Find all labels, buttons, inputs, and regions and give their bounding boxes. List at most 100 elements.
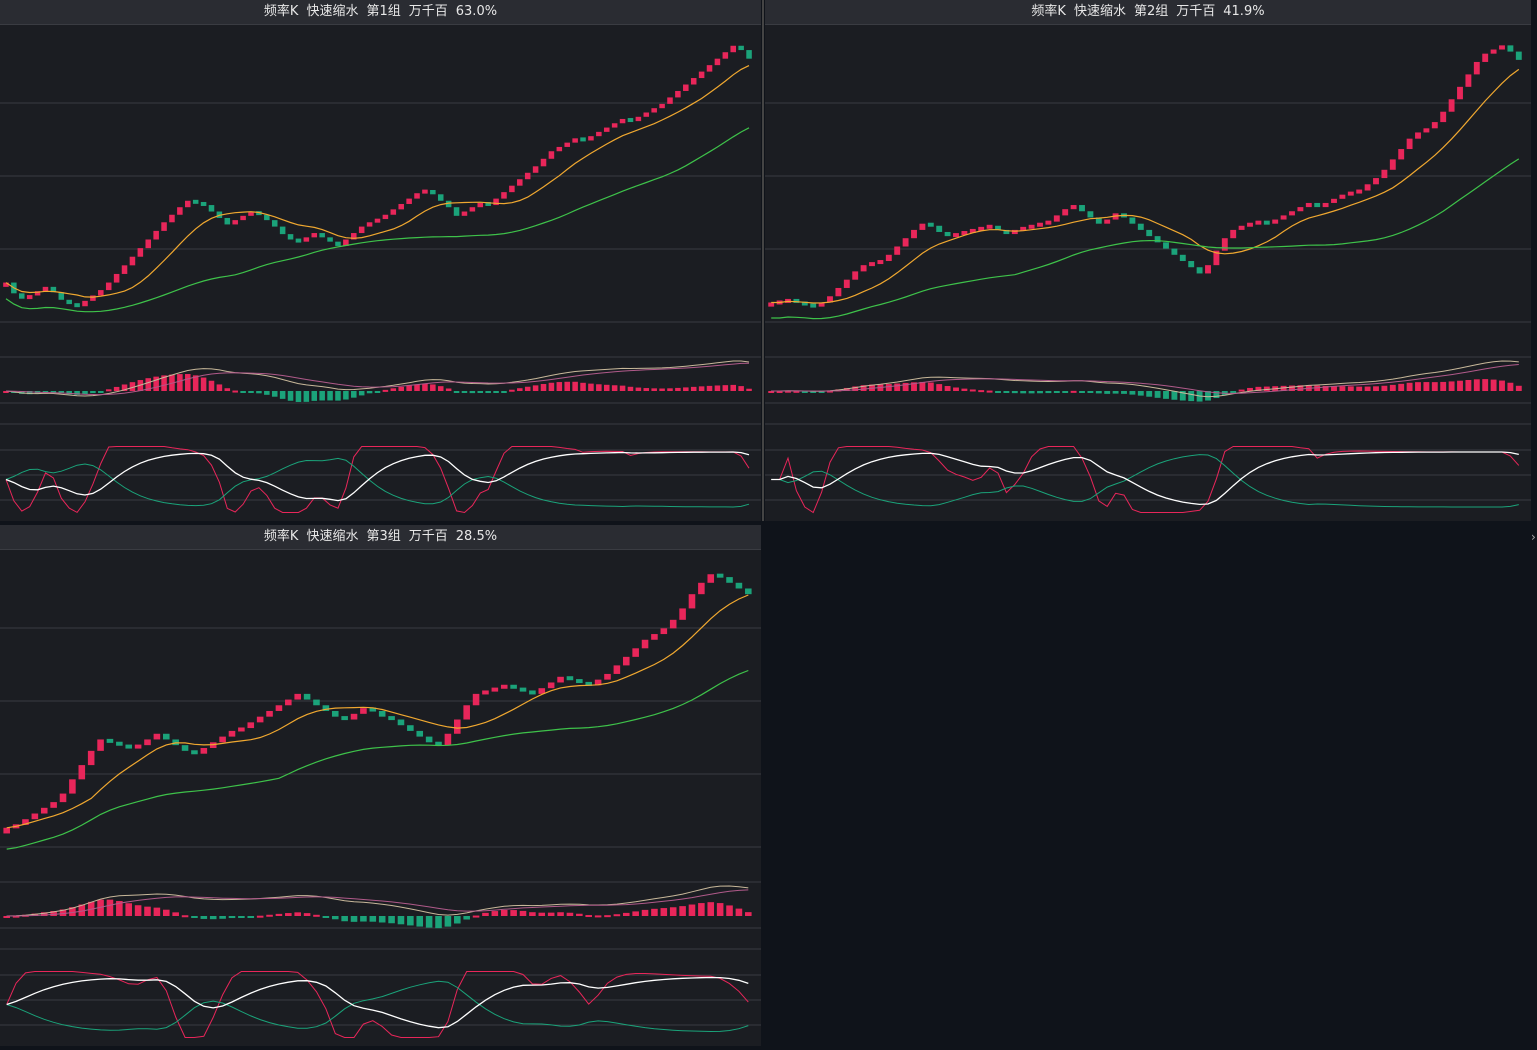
macd-bar bbox=[801, 391, 808, 393]
candle bbox=[632, 648, 639, 657]
macd-bar bbox=[129, 382, 136, 391]
candle bbox=[341, 716, 348, 721]
macd-bar bbox=[627, 386, 634, 391]
edge-resize-icon[interactable]: › bbox=[1531, 530, 1536, 544]
macd-bar bbox=[594, 915, 602, 918]
macd-bar bbox=[688, 904, 696, 916]
macd-bar bbox=[986, 390, 993, 393]
candle bbox=[669, 619, 677, 629]
macd-bar bbox=[285, 913, 292, 916]
macd-bar bbox=[1314, 385, 1321, 391]
macd-bar bbox=[603, 384, 610, 391]
macd-bar bbox=[885, 384, 892, 391]
panel-3-mode: 快速缩水 bbox=[306, 529, 359, 544]
candle bbox=[1095, 217, 1102, 224]
candle bbox=[390, 209, 397, 215]
macd-bar bbox=[969, 389, 976, 392]
macd-bar bbox=[350, 916, 358, 922]
macd-bar bbox=[1389, 384, 1396, 391]
macd-bar bbox=[1163, 391, 1169, 399]
macd-bar bbox=[209, 916, 217, 920]
macd-dea-line bbox=[6, 889, 749, 917]
candle bbox=[350, 713, 358, 720]
candle bbox=[134, 744, 142, 749]
candle bbox=[564, 142, 570, 147]
macd-bar bbox=[902, 382, 909, 391]
macd-bar bbox=[200, 916, 208, 919]
macd-bar bbox=[894, 383, 901, 391]
macd-bar bbox=[745, 912, 752, 916]
ma-short-line bbox=[5, 65, 750, 298]
macd-bar bbox=[256, 915, 264, 918]
candle bbox=[256, 716, 264, 723]
candle bbox=[82, 300, 88, 307]
macd-bar bbox=[232, 390, 238, 393]
candle bbox=[580, 137, 586, 142]
macd-bar bbox=[271, 391, 278, 397]
macd-bar bbox=[1095, 391, 1102, 394]
macd-bar bbox=[407, 916, 414, 926]
candle bbox=[50, 802, 57, 808]
panel-1-chart[interactable] bbox=[0, 25, 761, 521]
macd-bar bbox=[810, 391, 817, 393]
panel-3-chart[interactable] bbox=[0, 550, 761, 1046]
chart-panel-1[interactable]: 频率K 快速缩水 第1组 万千百 63.0% bbox=[0, 0, 761, 521]
macd-bar bbox=[604, 915, 611, 918]
macd-bar bbox=[106, 899, 114, 916]
macd-bar bbox=[335, 391, 341, 401]
macd-bar bbox=[275, 913, 283, 916]
panel-3-header: 频率K 快速缩水 第3组 万千百 28.5% bbox=[0, 525, 761, 550]
chart-panel-2[interactable]: 频率K 快速缩水 第2组 万千百 41.9% bbox=[765, 0, 1531, 521]
macd-bar bbox=[1020, 391, 1027, 394]
macd-bar bbox=[66, 391, 72, 395]
candle bbox=[493, 198, 499, 206]
candle bbox=[240, 215, 246, 221]
ma-long-line bbox=[771, 158, 1520, 320]
macd-bar bbox=[619, 385, 626, 391]
macd-bar bbox=[547, 912, 555, 916]
candle bbox=[885, 254, 892, 262]
kdj-d-line bbox=[5, 457, 750, 508]
macd-bar bbox=[216, 384, 223, 391]
macd-bar bbox=[643, 388, 650, 391]
macd-bar bbox=[510, 910, 517, 916]
candle bbox=[169, 214, 175, 223]
candle bbox=[98, 290, 104, 296]
candle bbox=[313, 699, 320, 706]
candle bbox=[651, 634, 658, 640]
candle bbox=[679, 608, 686, 620]
candle bbox=[835, 287, 842, 297]
macd-bar bbox=[331, 916, 339, 920]
macd-bar bbox=[12, 915, 20, 918]
candle bbox=[1272, 219, 1279, 224]
panel-2-chart[interactable] bbox=[765, 25, 1531, 521]
macd-bar bbox=[224, 388, 231, 391]
macd-bar bbox=[1289, 385, 1295, 391]
candle bbox=[557, 676, 564, 683]
candle bbox=[706, 65, 713, 72]
macd-bar bbox=[1053, 391, 1060, 393]
candle bbox=[944, 231, 951, 237]
candle bbox=[59, 793, 67, 803]
macd-bar bbox=[1431, 382, 1438, 391]
candle bbox=[477, 202, 484, 208]
panel-2-unit: 万千百 bbox=[1176, 4, 1216, 19]
macd-bar bbox=[1070, 390, 1077, 393]
ma-short-line bbox=[771, 68, 1520, 304]
candle bbox=[425, 736, 433, 743]
macd-bar bbox=[659, 388, 665, 391]
vertical-divider bbox=[762, 0, 764, 521]
candle bbox=[181, 745, 189, 751]
macd-bar bbox=[240, 391, 246, 393]
candle bbox=[444, 733, 452, 746]
panel-1-unit: 万千百 bbox=[408, 4, 448, 19]
candle bbox=[688, 594, 696, 609]
macd-dea-line bbox=[5, 362, 750, 396]
chart-panel-3[interactable]: 频率K 快速缩水 第3组 万千百 28.5% bbox=[0, 525, 761, 1046]
macd-bar bbox=[735, 908, 743, 916]
macd-bar bbox=[852, 386, 859, 391]
kdj-d-line bbox=[771, 454, 1519, 508]
macd-bar bbox=[500, 909, 508, 916]
candle bbox=[1171, 248, 1178, 255]
macd-bar bbox=[776, 391, 783, 393]
